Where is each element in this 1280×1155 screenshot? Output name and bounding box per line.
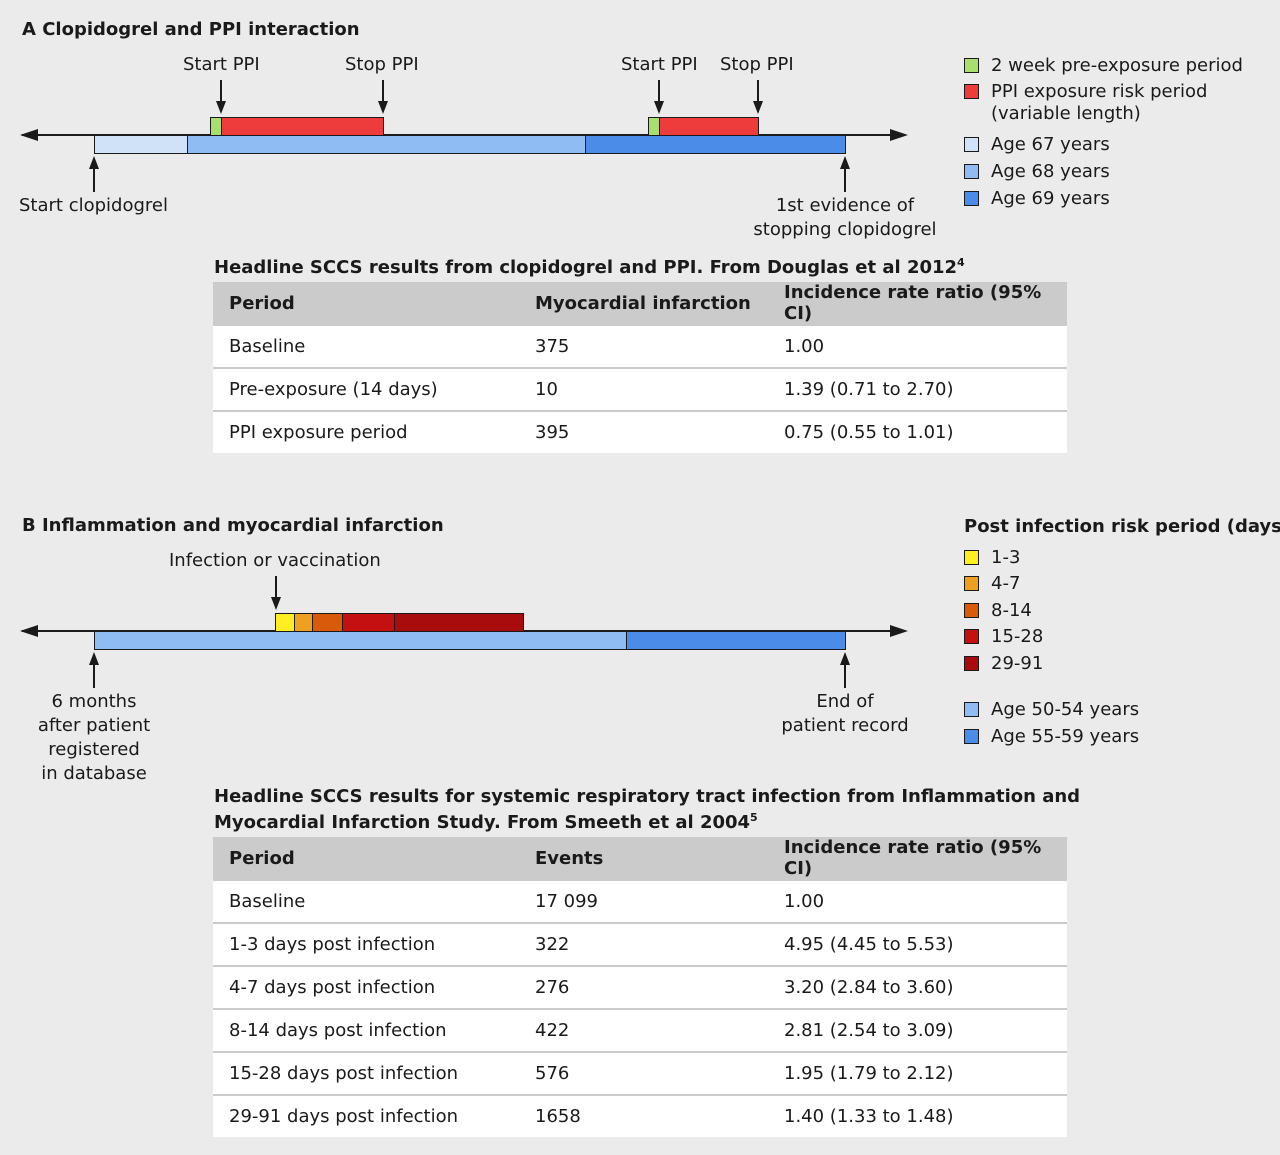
table-row: 8-14 days post infection 422 2.81 (2.54 … [213, 1008, 1067, 1052]
stop-ppi-2-arrow [753, 101, 763, 114]
table-header-row: Period Myocardial infarction Incidence r… [213, 282, 1067, 325]
ppi-exposure-2-bar [659, 117, 759, 136]
start-record-label-line1: 6 months [51, 691, 137, 712]
legend-swatch [964, 729, 979, 744]
timeline-a-left-arrowhead [20, 129, 38, 141]
legend-b-title: Post infection risk period (days) [964, 516, 1280, 537]
legend-swatch [964, 576, 979, 591]
legend-b-item-8-14: 8-14 [964, 600, 1032, 622]
timeline-a-right-arrowhead [890, 129, 908, 141]
timeline-b-left-arrowhead [20, 625, 38, 637]
legend-b-item-age-55-59: Age 55-59 years [964, 726, 1139, 748]
legend-a-item-age-68: Age 68 years [964, 161, 1110, 183]
legend-b-item-age-50-54: Age 50-54 years [964, 699, 1139, 721]
table-a-title: Headline SCCS results from clopidogrel a… [214, 256, 965, 278]
age-55-59-bar [626, 631, 846, 650]
stop-clopidogrel-label: 1st evidence of stopping clopidogrel [745, 194, 945, 242]
table-header-row: Period Events Incidence rate ratio (95% … [213, 837, 1067, 880]
legend-swatch [964, 84, 979, 99]
legend-b-item-29-91: 29-91 [964, 653, 1043, 675]
table-row: Baseline 17 099 1.00 [213, 879, 1067, 923]
ppi-exposure-1-bar [221, 117, 384, 136]
table-b-title-line1: Headline SCCS results for systemic respi… [214, 786, 1081, 807]
legend-swatch [964, 656, 979, 671]
end-record-arrow [840, 652, 850, 665]
table-b-title: Headline SCCS results for systemic respi… [214, 786, 1080, 833]
legend-swatch [964, 603, 979, 618]
legend-swatch [964, 629, 979, 644]
legend-swatch [964, 164, 979, 179]
table-row: 1-3 days post infection 322 4.95 (4.45 t… [213, 922, 1067, 966]
legend-swatch [964, 702, 979, 717]
start-ppi-2-label: Start PPI [621, 54, 698, 75]
risk-15-28-bar [342, 613, 395, 632]
stop-ppi-1-arrow [378, 101, 388, 114]
risk-29-91-bar [394, 613, 524, 632]
column-header: Period [213, 837, 519, 880]
table-row: Pre-exposure (14 days) 10 1.39 (0.71 to … [213, 367, 1067, 411]
risk-4-7-bar [294, 613, 313, 632]
stop-ppi-2-label: Stop PPI [720, 54, 794, 75]
panel-a-heading: A Clopidogrel and PPI interaction [22, 19, 360, 40]
column-header: Events [519, 837, 768, 880]
table-row: Baseline 375 1.00 [213, 324, 1067, 368]
infection-arrow [271, 597, 281, 610]
legend-swatch [964, 58, 979, 73]
table-b-title-line2: Myocardial Infarction Study. From Smeeth… [214, 811, 758, 833]
start-clopidogrel-label: Start clopidogrel [19, 195, 168, 216]
panel-b-heading: B Inflammation and myocardial infarction [22, 515, 444, 536]
legend-label: PPI exposure risk period [991, 81, 1208, 102]
end-record-label-line2: patient record [781, 715, 909, 736]
start-ppi-1-label: Start PPI [183, 54, 260, 75]
legend-b-item-4-7: 4-7 [964, 573, 1020, 595]
stop-clopidogrel-arrow [840, 156, 850, 169]
table-row: 4-7 days post infection 276 3.20 (2.84 t… [213, 965, 1067, 1009]
timeline-b-right-arrowhead [890, 625, 908, 637]
start-record-label-line3: registered [48, 739, 140, 760]
legend-a-item-pre-exposure: 2 week pre-exposure period [964, 55, 1243, 77]
stop-clopidogrel-label-line2: stopping clopidogrel [753, 219, 937, 240]
start-clopidogrel-arrow [89, 156, 99, 169]
table-row: PPI exposure period 395 0.75 (0.55 to 1.… [213, 410, 1067, 453]
end-record-label-line1: End of [816, 691, 874, 712]
end-record-label: End of patient record [755, 690, 935, 738]
column-header: Incidence rate ratio (95% CI) [768, 837, 1067, 880]
legend-a-item-ppi-exposure: PPI exposure risk period (variable lengt… [964, 81, 1207, 125]
column-header: Myocardial infarction [519, 282, 768, 325]
start-ppi-2-arrow [654, 101, 664, 114]
column-header: Period [213, 282, 519, 325]
legend-swatch [964, 137, 979, 152]
start-record-label-line2: after patient [37, 715, 151, 736]
timeline-b-arrows [20, 576, 908, 688]
start-record-arrow [89, 652, 99, 665]
legend-swatch [964, 191, 979, 206]
table-a: Period Myocardial infarction Incidence r… [213, 282, 1067, 453]
column-header: Incidence rate ratio (95% CI) [768, 282, 1067, 325]
legend-a-item-age-67: Age 67 years [964, 134, 1110, 156]
legend-label-line2: (variable length) [991, 103, 1141, 124]
stop-clopidogrel-label-line1: 1st evidence of [775, 195, 915, 216]
legend-b-item-1-3: 1-3 [964, 547, 1020, 569]
table-row: 29-91 days post infection 1658 1.40 (1.3… [213, 1094, 1067, 1137]
start-record-label: 6 months after patient registered in dat… [0, 690, 188, 786]
infection-label: Infection or vaccination [169, 550, 381, 571]
table-b: Period Events Incidence rate ratio (95% … [213, 837, 1067, 1137]
risk-8-14-bar [312, 613, 343, 632]
legend-swatch [964, 550, 979, 565]
start-ppi-1-arrow [216, 101, 226, 114]
risk-1-3-bar [275, 613, 295, 632]
age-50-54-bar [94, 631, 627, 650]
start-record-label-line4: in database [41, 763, 147, 784]
legend-b-item-15-28: 15-28 [964, 626, 1043, 648]
table-row: 15-28 days post infection 576 1.95 (1.79… [213, 1051, 1067, 1095]
stop-ppi-1-label: Stop PPI [345, 54, 419, 75]
legend-a-item-age-69: Age 69 years [964, 188, 1110, 210]
